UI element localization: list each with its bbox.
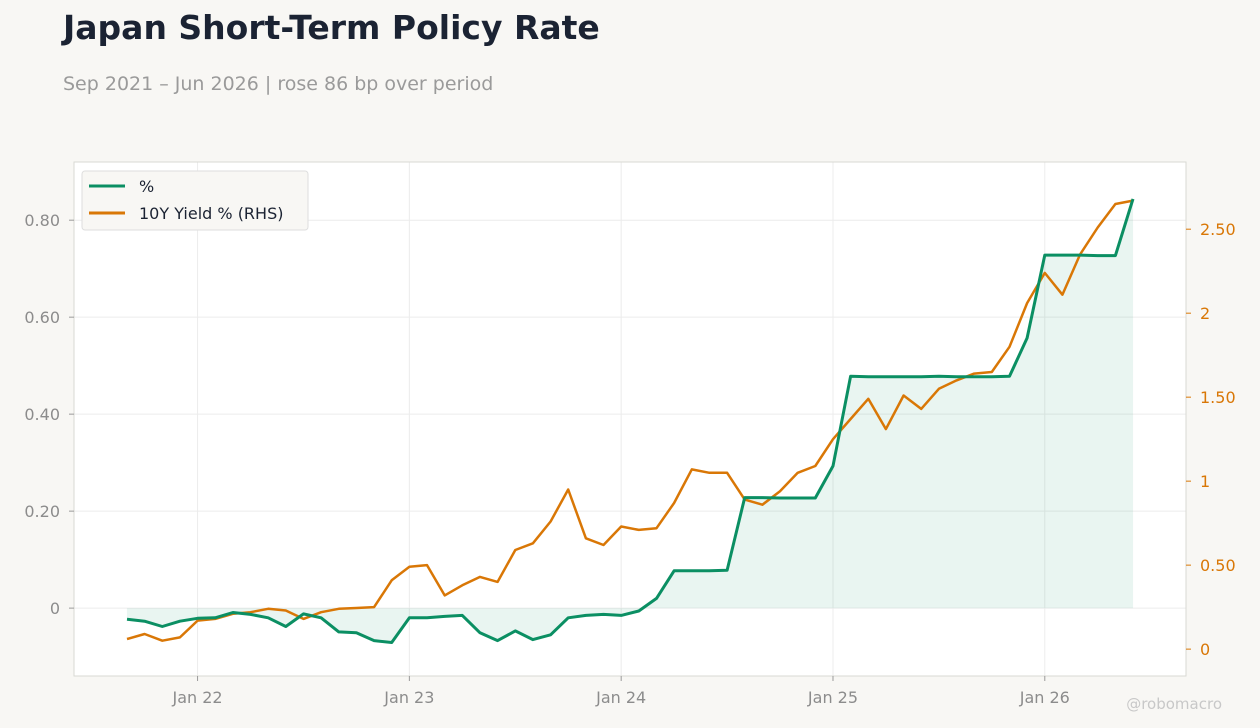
plot-frame bbox=[73, 161, 1187, 677]
x-axis-tick-label: Jan 24 bbox=[595, 688, 646, 707]
chart-title: Japan Short-Term Policy Rate bbox=[63, 8, 600, 47]
area-fill-layer bbox=[126, 198, 1134, 643]
right-axis-tick-label: 2.50 bbox=[1200, 220, 1236, 239]
x-axis-tick-label: Jan 22 bbox=[172, 688, 223, 707]
policy-rate-area bbox=[126, 198, 1134, 643]
x-axis-tick-label: Jan 26 bbox=[1019, 688, 1070, 707]
legend: % 10Y Yield % (RHS) bbox=[81, 170, 309, 231]
legend-label-10y-yield: 10Y Yield % (RHS) bbox=[139, 204, 283, 223]
right-axis-tick-label: 1.50 bbox=[1200, 388, 1236, 407]
right-axis-tick-label: 2 bbox=[1200, 304, 1210, 323]
left-axis-tick-label: 0.20 bbox=[24, 502, 60, 521]
chart-subtitle: Sep 2021 – Jun 2026 | rose 86 bp over pe… bbox=[63, 73, 494, 95]
left-axis-tick-label: 0.80 bbox=[24, 211, 60, 230]
grid-layer bbox=[74, 162, 1186, 676]
left-axis-tick-label: 0.40 bbox=[24, 405, 60, 424]
series-layer bbox=[126, 198, 1135, 644]
x-axis-tick-label: Jan 23 bbox=[383, 688, 434, 707]
right-axis-tick-label: 1 bbox=[1200, 472, 1210, 491]
left-axis-tick-label: 0 bbox=[50, 599, 60, 618]
right-axis-tick-label: 0.50 bbox=[1200, 556, 1236, 575]
plot-area bbox=[74, 162, 1186, 676]
legend-box bbox=[81, 170, 309, 231]
legend-label-policy-rate: % bbox=[139, 177, 154, 196]
right-axis-tick-label: 0 bbox=[1200, 640, 1210, 659]
axis-layer: 0.80 0.60 0.40 0.20 0 2.50 2 1.50 1 0.50 0 Jan 22 Ja… bbox=[24, 161, 1236, 707]
series-line-policy-rate bbox=[126, 198, 1135, 644]
left-axis-tick-label: 0.60 bbox=[24, 308, 60, 327]
watermark: @robomacro bbox=[1126, 695, 1222, 713]
x-axis-tick-label: Jan 25 bbox=[807, 688, 858, 707]
